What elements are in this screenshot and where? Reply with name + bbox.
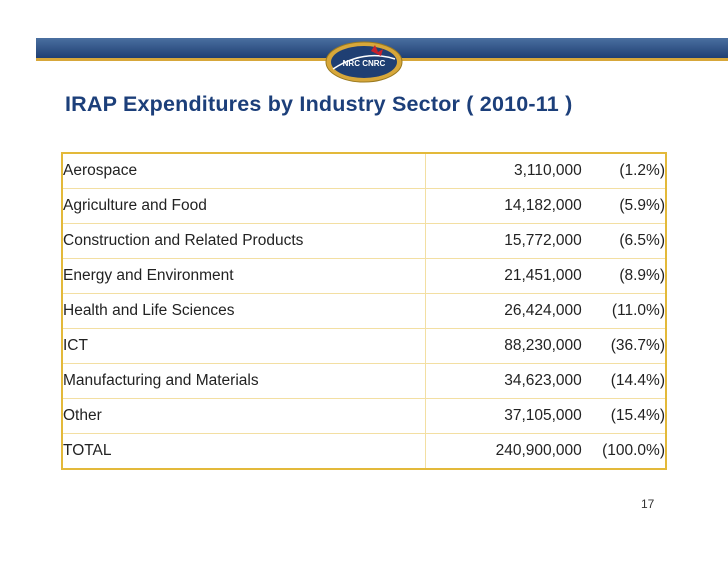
percent-cell: (14.4%) [581,363,666,399]
table-row: Energy and Environment 21,451,000 (8.9%) [62,258,666,294]
slide-title: IRAP Expenditures by Industry Sector ( 2… [65,92,573,116]
table-row: Construction and Related Products 15,772,… [62,223,666,259]
nrc-logo: NRC CNRC [325,41,403,83]
amount-cell: 21,451,000 [425,258,582,294]
sector-cell: Manufacturing and Materials [62,363,426,399]
amount-cell: 34,623,000 [425,363,582,399]
amount-cell: 15,772,000 [425,223,582,259]
logo-text: NRC CNRC [343,59,386,68]
table-row: Manufacturing and Materials 34,623,000 (14… [62,363,666,399]
table-row: Aerospace 3,110,000 (1.2%) [62,153,666,189]
table-row: TOTAL 240,900,000 (100.0%) [62,433,666,469]
expenditures-table: Aerospace 3,110,000 (1.2%) Agriculture and … [61,152,667,470]
percent-cell: (5.9%) [581,188,666,224]
sector-cell: TOTAL [62,433,426,469]
percent-cell: (8.9%) [581,258,666,294]
percent-cell: (1.2%) [581,153,666,189]
sector-cell: Construction and Related Products [62,223,426,259]
percent-cell: (6.5%) [581,223,666,259]
amount-cell: 26,424,000 [425,293,582,329]
amount-cell: 14,182,000 [425,188,582,224]
percent-cell: (36.7%) [581,328,666,364]
sector-cell: Health and Life Sciences [62,293,426,329]
sector-cell: Agriculture and Food [62,188,426,224]
sector-cell: ICT [62,328,426,364]
percent-cell: (11.0%) [581,293,666,329]
table-row: Agriculture and Food 14,182,000 (5.9%) [62,188,666,224]
amount-cell: 88,230,000 [425,328,582,364]
page-number: 17 [641,497,655,511]
sector-cell: Aerospace [62,153,426,189]
amount-cell: 240,900,000 [495,442,582,459]
table-row: ICT 88,230,000 (36.7%) [62,328,666,364]
table-row: Health and Life Sciences 26,424,000 (11.0%… [62,293,666,329]
percent-cell: (15.4%) [581,398,666,434]
table-row: Other 37,105,000 (15.4%) [62,398,666,434]
percent-cell: (100.0%) [602,442,665,459]
amount-cell: 37,105,000 [425,398,582,434]
amount-cell: 3,110,000 [425,153,582,189]
sector-cell: Other [62,398,426,434]
sector-cell: Energy and Environment [62,258,426,294]
